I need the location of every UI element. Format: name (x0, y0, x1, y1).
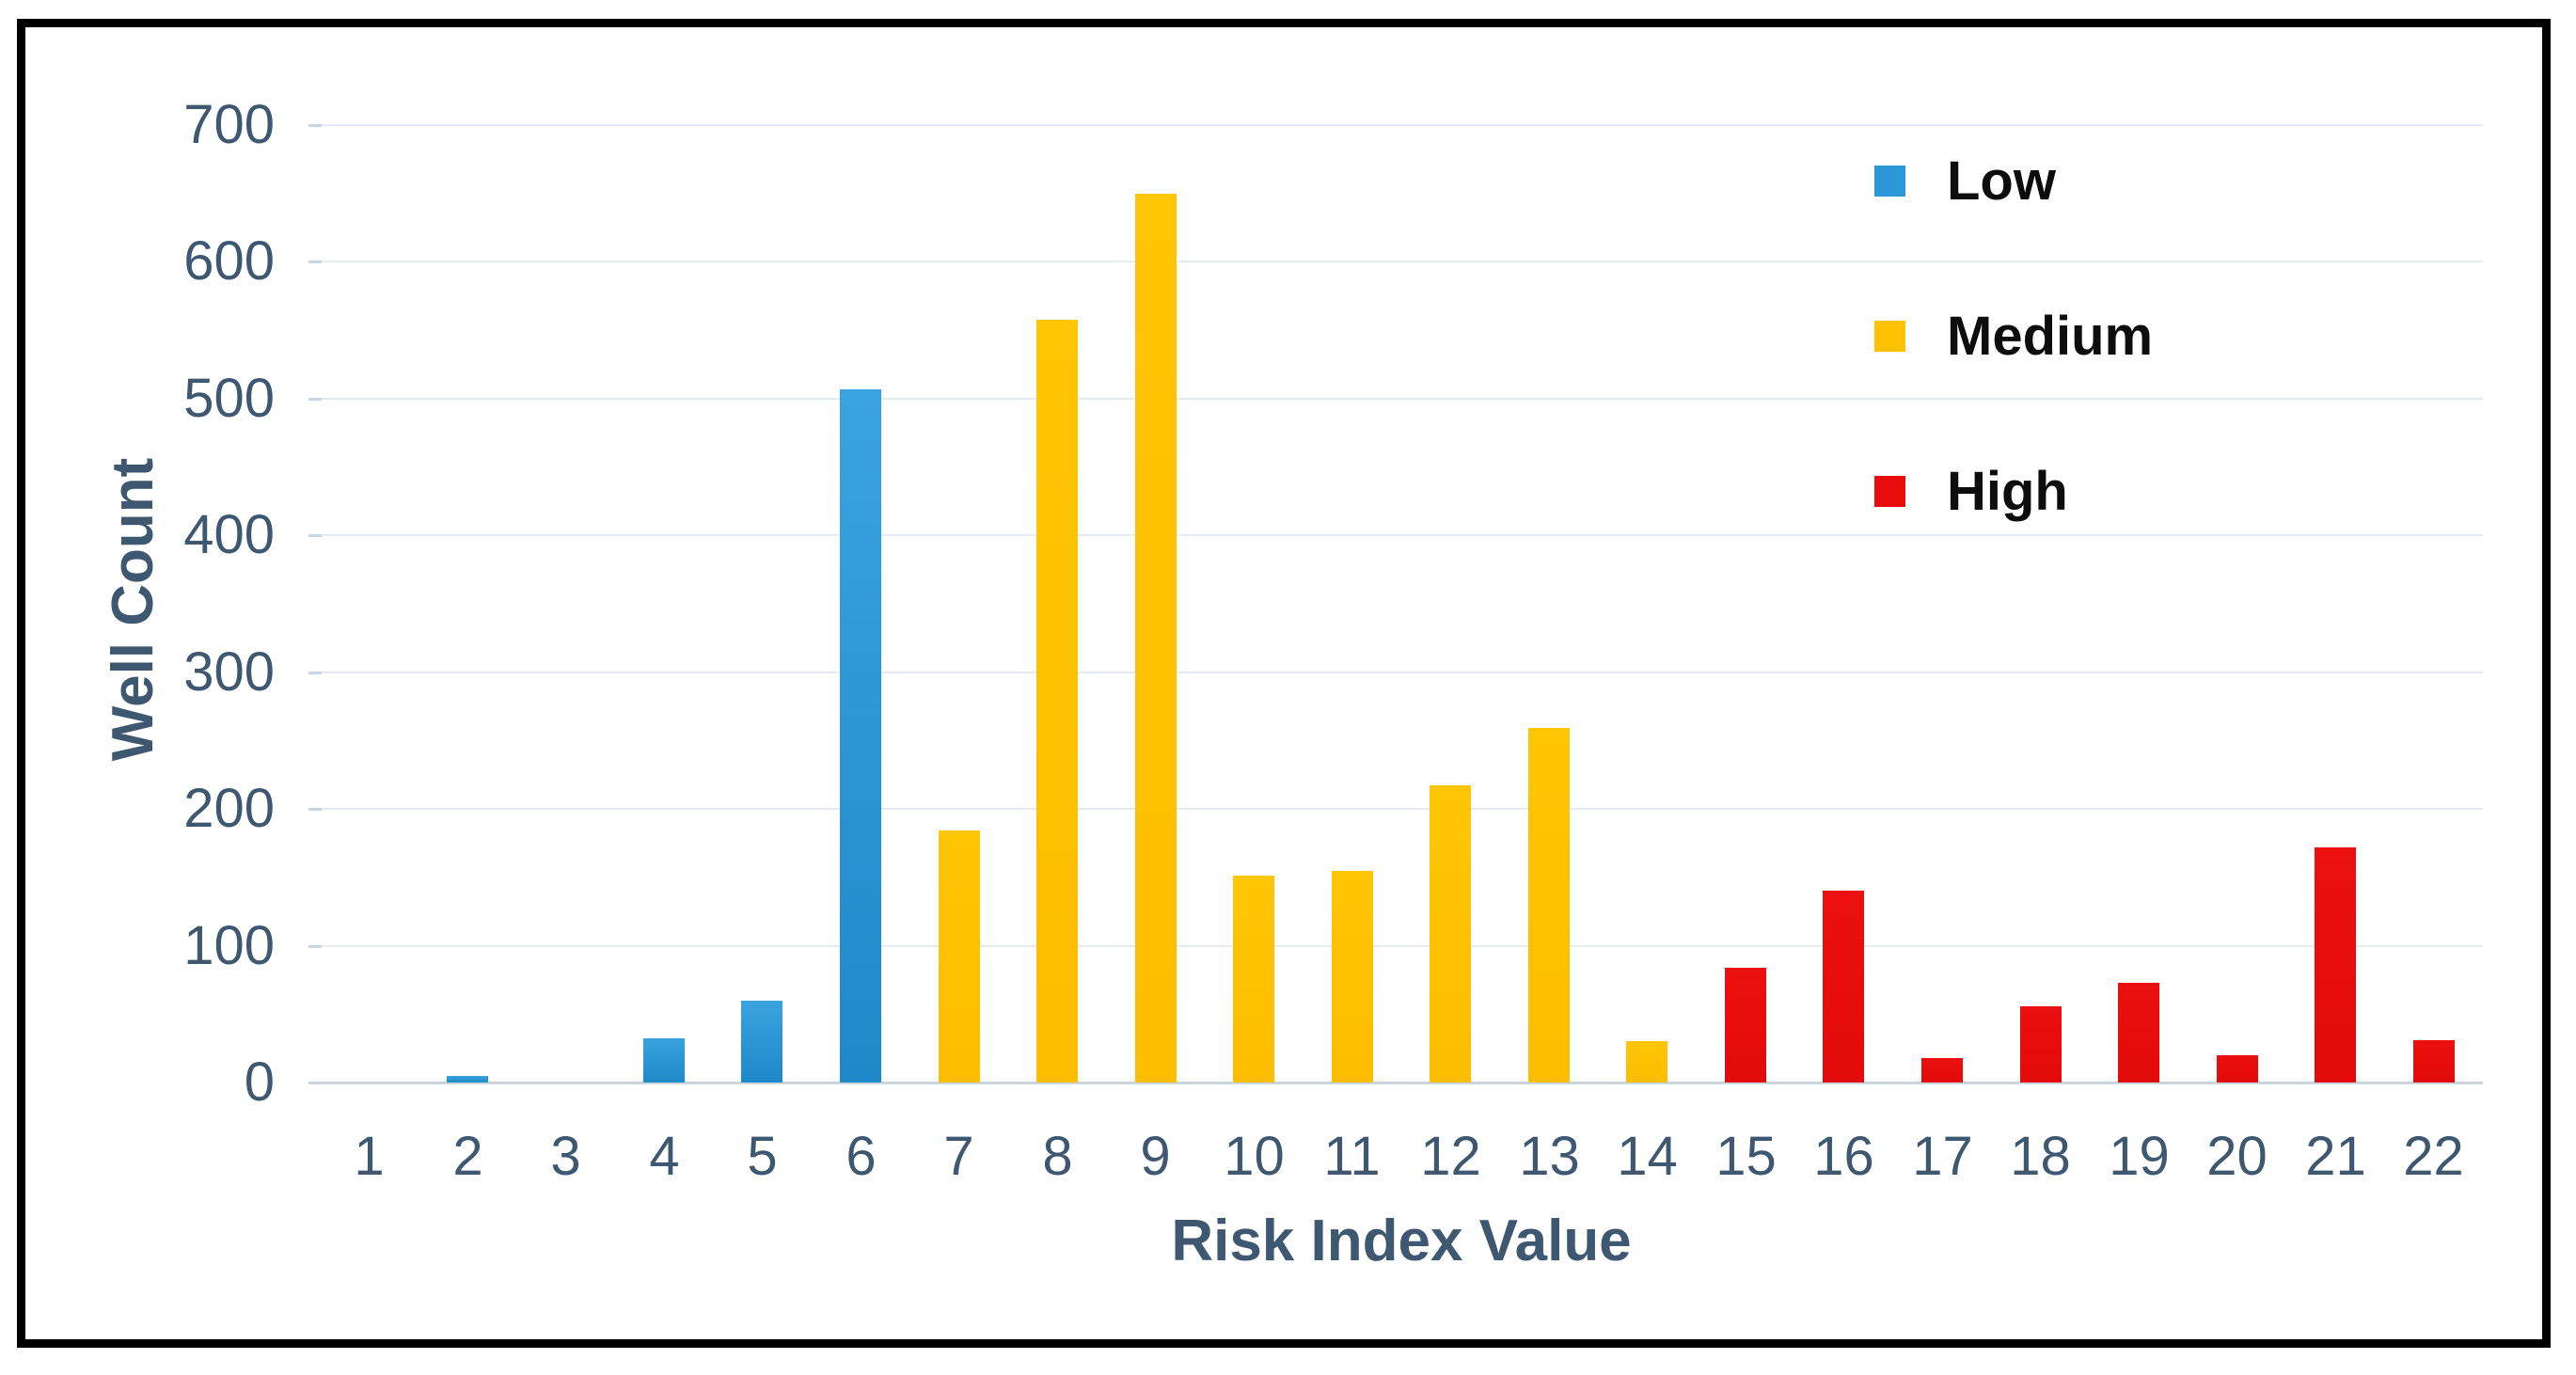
x-tick-label-17: 17 (1912, 1126, 1973, 1187)
bar-19 (2118, 983, 2159, 1083)
bar-5 (741, 1001, 782, 1083)
gridline-700 (320, 124, 2483, 126)
y-tick-label: 300 (183, 641, 275, 703)
gridline-600 (320, 261, 2483, 262)
bar-2 (447, 1076, 488, 1083)
x-tick-label-19: 19 (2109, 1126, 2170, 1187)
x-tick-label-15: 15 (1715, 1126, 1777, 1187)
x-tick-label-6: 6 (845, 1126, 877, 1187)
x-tick-label-22: 22 (2403, 1126, 2464, 1187)
x-tick-label-3: 3 (550, 1126, 581, 1187)
x-tick-label-16: 16 (1813, 1126, 1874, 1187)
bar-4 (643, 1038, 685, 1083)
bar-7 (939, 830, 980, 1083)
x-tick-label-20: 20 (2206, 1126, 2268, 1187)
x-axis-title: Risk Index Value (1171, 1209, 1632, 1273)
legend-swatch-low (1874, 166, 1905, 197)
bar-14 (1626, 1041, 1667, 1083)
y-axis-tick-500 (308, 398, 322, 401)
bar-9 (1135, 194, 1177, 1083)
bar-10 (1233, 876, 1274, 1083)
x-tick-label-11: 11 (1323, 1126, 1381, 1187)
gridline-400 (320, 534, 2483, 536)
x-axis-line (320, 1082, 2483, 1084)
y-axis-tick-700 (308, 124, 322, 127)
x-tick-label-2: 2 (452, 1126, 483, 1187)
y-axis-tick-100 (308, 945, 322, 948)
x-tick-label-12: 12 (1420, 1126, 1481, 1187)
legend-label-medium: Medium (1947, 306, 2154, 367)
bar-12 (1430, 785, 1471, 1083)
bar-18 (2020, 1006, 2062, 1083)
y-axis-tick-0 (308, 1082, 322, 1084)
bar-8 (1036, 320, 1078, 1083)
gridline-100 (320, 945, 2483, 947)
gridline-500 (320, 398, 2483, 400)
y-axis-tick-400 (308, 534, 322, 537)
y-axis-tick-600 (308, 261, 322, 263)
y-tick-label: 600 (183, 230, 275, 292)
gridline-200 (320, 808, 2483, 810)
x-tick-label-18: 18 (2010, 1126, 2071, 1187)
x-tick-label-14: 14 (1617, 1126, 1678, 1187)
legend-label-low: Low (1947, 150, 2056, 212)
x-tick-label-21: 21 (2305, 1126, 2366, 1187)
bar-16 (1823, 891, 1864, 1083)
y-axis-tick-300 (308, 672, 322, 674)
figure-frame (17, 19, 2551, 1348)
legend-label-high: High (1947, 461, 2068, 522)
x-tick-label-5: 5 (747, 1126, 778, 1187)
x-tick-label-8: 8 (1042, 1126, 1073, 1187)
bar-20 (2217, 1055, 2258, 1083)
x-tick-label-4: 4 (649, 1126, 680, 1187)
legend-swatch-medium (1874, 321, 1905, 352)
y-tick-label: 100 (183, 915, 275, 976)
bar-22 (2413, 1040, 2455, 1083)
x-tick-label-10: 10 (1224, 1126, 1285, 1187)
bar-17 (1921, 1058, 1963, 1083)
y-tick-label: 500 (183, 368, 275, 429)
x-tick-label-7: 7 (943, 1126, 974, 1187)
legend-swatch-high (1874, 476, 1905, 507)
bar-15 (1725, 968, 1766, 1083)
x-tick-label-13: 13 (1519, 1126, 1580, 1187)
y-tick-label: 400 (183, 504, 275, 565)
bar-13 (1528, 728, 1570, 1083)
x-tick-label-1: 1 (354, 1126, 385, 1187)
x-tick-label-9: 9 (1140, 1126, 1171, 1187)
bar-21 (2315, 847, 2356, 1083)
y-axis-title: Well Count (101, 457, 166, 762)
gridline-300 (320, 672, 2483, 673)
y-tick-label: 200 (183, 778, 275, 839)
y-tick-label: 700 (183, 94, 275, 155)
bar-11 (1332, 871, 1373, 1083)
y-axis-tick-200 (308, 808, 322, 811)
y-tick-label: 0 (244, 1051, 275, 1113)
bar-6 (840, 389, 881, 1083)
